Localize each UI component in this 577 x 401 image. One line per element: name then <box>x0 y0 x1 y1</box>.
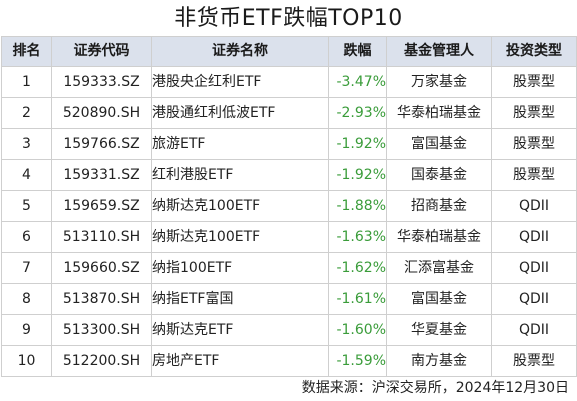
table-row: 8 513870.SH 纳指ETF富国 -1.61% 富国基金 QDII <box>1 283 577 315</box>
cell-code: 159766.SZ <box>51 128 152 160</box>
table-row: 9 513300.SH 纳斯达克ETF -1.60% 华夏基金 QDII <box>1 314 577 346</box>
cell-change: -1.92% <box>328 128 387 160</box>
cell-type: QDII <box>491 190 577 222</box>
cell-name: 旅游ETF <box>151 128 329 160</box>
cell-manager: 招商基金 <box>386 190 492 222</box>
table-row: 10 512200.SH 房地产ETF -1.59% 南方基金 股票型 <box>1 345 577 377</box>
cell-change: -1.92% <box>328 159 387 191</box>
cell-change: -3.47% <box>328 66 387 98</box>
cell-rank: 2 <box>1 97 52 129</box>
cell-name: 纳指ETF富国 <box>151 283 329 315</box>
etf-decline-table: 排名 证券代码 证券名称 跌幅 基金管理人 投资类型 1 159333.SZ 港… <box>1 36 577 377</box>
cell-code: 159659.SZ <box>51 190 152 222</box>
cell-change: -1.62% <box>328 252 387 284</box>
cell-code: 159660.SZ <box>51 252 152 284</box>
cell-name: 红利港股ETF <box>151 159 329 191</box>
table-row: 5 159659.SZ 纳斯达克100ETF -1.88% 招商基金 QDII <box>1 190 577 222</box>
cell-name: 纳斯达克100ETF <box>151 221 329 253</box>
table-row: 3 159766.SZ 旅游ETF -1.92% 富国基金 股票型 <box>1 128 577 160</box>
cell-manager: 华泰柏瑞基金 <box>386 221 492 253</box>
cell-code: 513110.SH <box>51 221 152 253</box>
cell-manager: 汇添富基金 <box>386 252 492 284</box>
cell-manager: 南方基金 <box>386 345 492 377</box>
cell-change: -1.88% <box>328 190 387 222</box>
table-row: 2 520890.SH 港股通红利低波ETF -2.93% 华泰柏瑞基金 股票型 <box>1 97 577 129</box>
cell-code: 159331.SZ <box>51 159 152 191</box>
table-row: 6 513110.SH 纳斯达克100ETF -1.63% 华泰柏瑞基金 QDI… <box>1 221 577 253</box>
cell-manager: 富国基金 <box>386 128 492 160</box>
table-row: 7 159660.SZ 纳指100ETF -1.62% 汇添富基金 QDII <box>1 252 577 284</box>
cell-rank: 9 <box>1 314 52 346</box>
header-change: 跌幅 <box>328 36 387 67</box>
cell-type: QDII <box>491 221 577 253</box>
header-rank: 排名 <box>1 36 52 67</box>
cell-name: 纳斯达克100ETF <box>151 190 329 222</box>
cell-change: -2.93% <box>328 97 387 129</box>
header-manager: 基金管理人 <box>386 36 492 67</box>
cell-rank: 6 <box>1 221 52 253</box>
cell-rank: 7 <box>1 252 52 284</box>
cell-rank: 5 <box>1 190 52 222</box>
cell-code: 513870.SH <box>51 283 152 315</box>
cell-name: 纳指100ETF <box>151 252 329 284</box>
cell-type: QDII <box>491 252 577 284</box>
cell-code: 513300.SH <box>51 314 152 346</box>
cell-name: 纳斯达克ETF <box>151 314 329 346</box>
page-title: 非货币ETF跌幅TOP10 <box>174 6 403 31</box>
cell-change: -1.60% <box>328 314 387 346</box>
cell-type: 股票型 <box>491 345 577 377</box>
cell-change: -1.59% <box>328 345 387 377</box>
cell-code: 512200.SH <box>51 345 152 377</box>
cell-rank: 4 <box>1 159 52 191</box>
table-row: 4 159331.SZ 红利港股ETF -1.92% 国泰基金 股票型 <box>1 159 577 191</box>
cell-rank: 8 <box>1 283 52 315</box>
cell-manager: 国泰基金 <box>386 159 492 191</box>
cell-type: 股票型 <box>491 66 577 98</box>
cell-change: -1.63% <box>328 221 387 253</box>
cell-type: 股票型 <box>491 97 577 129</box>
header-type: 投资类型 <box>491 36 577 67</box>
cell-manager: 万家基金 <box>386 66 492 98</box>
cell-type: 股票型 <box>491 159 577 191</box>
cell-manager: 华泰柏瑞基金 <box>386 97 492 129</box>
cell-name: 港股通红利低波ETF <box>151 97 329 129</box>
cell-type: 股票型 <box>491 128 577 160</box>
cell-type: QDII <box>491 283 577 315</box>
cell-rank: 3 <box>1 128 52 160</box>
cell-manager: 富国基金 <box>386 283 492 315</box>
header-code: 证券代码 <box>51 36 152 67</box>
cell-name: 房地产ETF <box>151 345 329 377</box>
table-header-row: 排名 证券代码 证券名称 跌幅 基金管理人 投资类型 <box>1 36 577 67</box>
header-name: 证券名称 <box>151 36 329 67</box>
cell-rank: 1 <box>1 66 52 98</box>
data-source-note: 数据来源：沪深交易所，2024年12月30日 <box>301 380 569 396</box>
table-body: 1 159333.SZ 港股央企红利ETF -3.47% 万家基金 股票型 2 … <box>1 66 577 377</box>
cell-manager: 华夏基金 <box>386 314 492 346</box>
table-row: 1 159333.SZ 港股央企红利ETF -3.47% 万家基金 股票型 <box>1 66 577 98</box>
cell-name: 港股央企红利ETF <box>151 66 329 98</box>
cell-change: -1.61% <box>328 283 387 315</box>
cell-code: 520890.SH <box>51 97 152 129</box>
cell-code: 159333.SZ <box>51 66 152 98</box>
cell-type: QDII <box>491 314 577 346</box>
cell-rank: 10 <box>1 345 52 377</box>
